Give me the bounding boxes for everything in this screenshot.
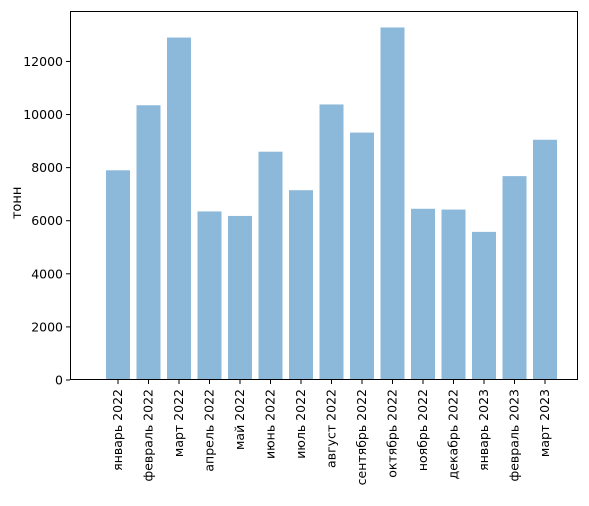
y-axis-ticks: 0 2000 4000 6000 8000 10000 12000 — [23, 54, 70, 388]
bar — [228, 215, 252, 380]
x-tick-label: февраль 2022 — [141, 389, 156, 481]
x-axis-ticks: январь 2022 февраль 2022 март 2022 апрель 2… — [110, 380, 552, 485]
x-tick-label: декабрь 2022 — [446, 389, 461, 479]
bar — [502, 176, 527, 380]
bars-group — [106, 27, 557, 381]
x-tick-label: сентябрь 2022 — [354, 389, 369, 485]
x-tick-label: февраль 2023 — [507, 389, 522, 481]
y-tick-label: 4000 — [31, 266, 63, 281]
x-tick-label: март 2022 — [171, 389, 186, 457]
y-tick-label: 6000 — [31, 213, 63, 228]
bar — [350, 132, 374, 380]
bar — [533, 139, 557, 380]
y-axis-label: тонн — [10, 187, 25, 220]
bar — [167, 37, 191, 381]
bar — [319, 104, 344, 380]
x-tick-label: март 2023 — [537, 389, 552, 457]
bar — [472, 231, 496, 380]
y-tick-label: 8000 — [31, 160, 63, 175]
bar — [411, 208, 435, 380]
x-tick-label: май 2022 — [232, 389, 247, 450]
x-tick-label: январь 2023 — [476, 389, 491, 471]
bar — [258, 151, 283, 380]
plot-frame — [70, 11, 578, 380]
bar — [197, 211, 222, 380]
x-tick-label: июль 2022 — [293, 389, 308, 459]
x-tick-label: апрель 2022 — [202, 389, 217, 472]
bar — [441, 209, 466, 380]
bar — [106, 170, 130, 380]
y-tick-label: 12000 — [23, 54, 63, 69]
bar — [289, 190, 313, 380]
bar — [136, 105, 161, 381]
x-tick-label: январь 2022 — [110, 389, 125, 471]
x-tick-label: октябрь 2022 — [385, 389, 400, 478]
x-tick-label: июнь 2022 — [263, 389, 278, 459]
x-tick-label: ноябрь 2022 — [415, 389, 430, 471]
bar — [380, 27, 405, 381]
x-tick-label: август 2022 — [324, 389, 339, 468]
y-tick-label: 10000 — [23, 107, 63, 122]
y-tick-label: 0 — [55, 373, 63, 388]
y-tick-label: 2000 — [31, 319, 63, 334]
